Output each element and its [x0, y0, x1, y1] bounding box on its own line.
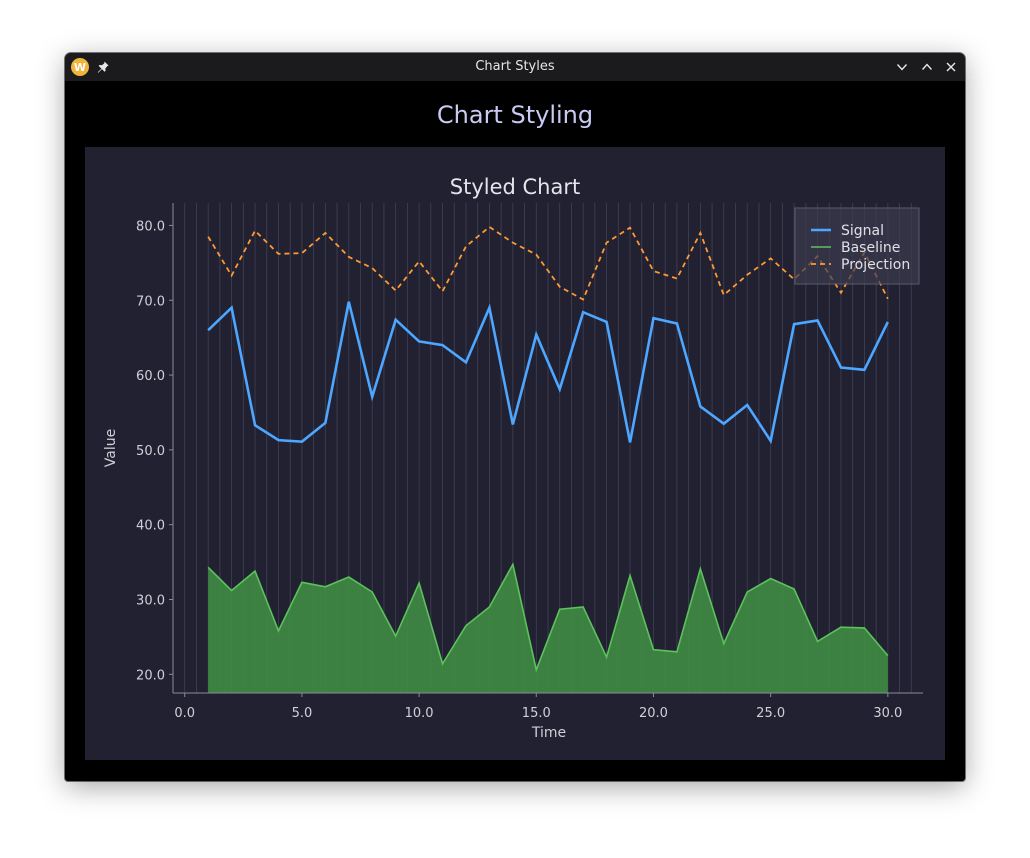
- baseline-area: [208, 564, 888, 693]
- chart-title: Styled Chart: [450, 175, 580, 199]
- projection-line: [207, 225, 889, 301]
- page-heading: Chart Styling: [436, 101, 594, 129]
- maximize-icon[interactable]: [920, 60, 934, 74]
- x-tick-label: 10.0: [405, 706, 434, 721]
- minimize-icon[interactable]: [895, 60, 909, 74]
- signal-line: [207, 301, 890, 445]
- y-tick-label: 30.0: [136, 593, 165, 608]
- y-tick-label: 40.0: [136, 519, 165, 534]
- x-tick-label: 15.0: [522, 706, 551, 721]
- legend-label: Baseline: [841, 240, 900, 256]
- chart: Styled Chart Time Value 20.0 30.0 40.0 50.0…: [103, 175, 923, 741]
- legend-box: [794, 207, 920, 285]
- x-tick-label: 20.0: [639, 706, 668, 721]
- axis-layer: 20.0 30.0 40.0 50.0 60.0 70.0 80.0 0.0 5.0 10.0 15…: [136, 203, 923, 721]
- app-window: W Chart Styles Chart Styling Styled Char…: [65, 53, 965, 781]
- x-tick-label: 0.0: [174, 706, 195, 721]
- line-layer: [207, 225, 890, 445]
- y-tick-label: 20.0: [136, 668, 165, 683]
- title-bar[interactable]: W Chart Styles: [65, 53, 965, 81]
- baseline-line: [207, 562, 889, 673]
- app-logo-icon[interactable]: W: [71, 58, 89, 76]
- y-tick-label: 60.0: [136, 369, 165, 384]
- y-axis-label: Value: [103, 429, 119, 467]
- close-icon[interactable]: [944, 60, 958, 74]
- pin-icon[interactable]: [96, 60, 110, 74]
- x-tick-label: 25.0: [756, 706, 785, 721]
- x-tick-label: 5.0: [292, 706, 313, 721]
- x-axis-label: Time: [531, 725, 566, 741]
- area-layer: [207, 562, 889, 693]
- y-tick-label: 50.0: [136, 444, 165, 459]
- x-tick-label: 30.0: [873, 706, 902, 721]
- y-tick-label: 80.0: [136, 219, 165, 234]
- chart-panel: Styled Chart Time Value 20.0 30.0 40.0 50.0…: [85, 147, 945, 760]
- legend-label: Projection: [841, 257, 910, 273]
- legend-label: Signal: [841, 223, 884, 239]
- window-title: Chart Styles: [475, 59, 555, 74]
- y-tick-label: 70.0: [136, 294, 165, 309]
